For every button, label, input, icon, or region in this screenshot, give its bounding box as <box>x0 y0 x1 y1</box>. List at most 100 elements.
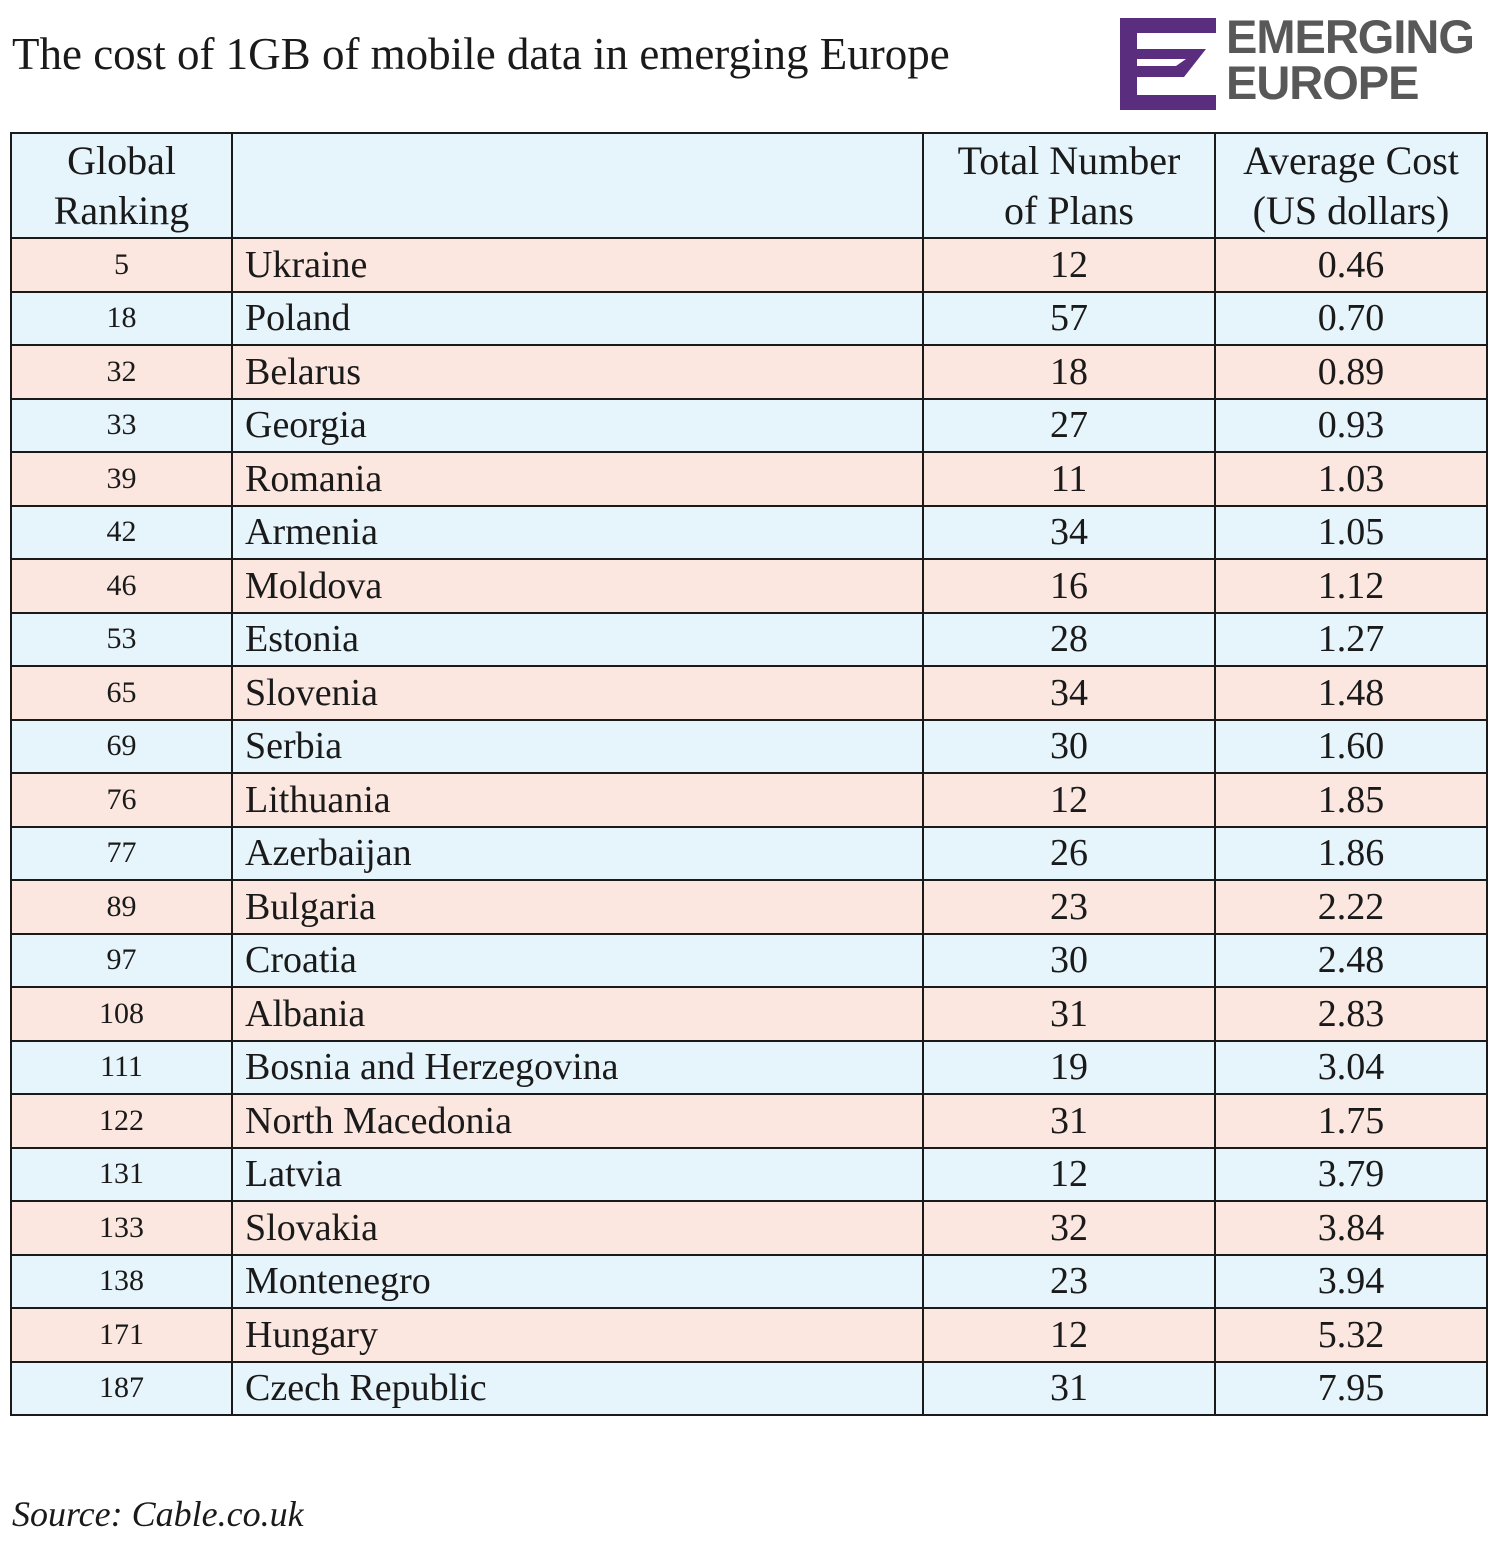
table-row: 18 Poland 57 0.70 <box>10 290 1488 346</box>
country-cell: Slovakia <box>231 1200 924 1256</box>
table-body: 5 Ukraine 12 0.46 18 Poland 57 0.70 32 Belarus 18 0… <box>10 237 1488 1416</box>
cost-cell: 1.48 <box>1214 665 1488 721</box>
table-row: 108 Albania 31 2.83 <box>10 986 1488 1042</box>
cost-cell: 3.94 <box>1214 1253 1488 1309</box>
table-header-row: Global Ranking Total Number of Plans Ave… <box>10 132 1488 239</box>
source-note: Source: Cable.co.uk <box>12 1494 304 1534</box>
rank-cell: 32 <box>10 344 233 400</box>
page-title: The cost of 1GB of mobile data in emergi… <box>12 29 950 79</box>
table-row: 46 Moldova 16 1.12 <box>10 558 1488 614</box>
rank-cell: 133 <box>10 1200 233 1256</box>
plans-cell: 28 <box>922 611 1216 667</box>
rank-cell: 69 <box>10 718 233 774</box>
plans-cell: 27 <box>922 397 1216 453</box>
table-row: 89 Bulgaria 23 2.22 <box>10 879 1488 935</box>
cost-cell: 1.03 <box>1214 451 1488 507</box>
rank-cell: 111 <box>10 1039 233 1095</box>
header-text-line: Ranking <box>53 187 190 233</box>
logo-text-line-1: EMERGING <box>1226 10 1475 63</box>
table-row: 53 Estonia 28 1.27 <box>10 611 1488 667</box>
logo-text-line-2: EUROPE <box>1226 56 1419 109</box>
table-row: 5 Ukraine 12 0.46 <box>10 237 1488 293</box>
rank-cell: 39 <box>10 451 233 507</box>
country-cell: Slovenia <box>231 665 924 721</box>
header-text-line: of Plans <box>1004 187 1134 233</box>
cost-cell: 3.04 <box>1214 1039 1488 1095</box>
cost-cell: 7.95 <box>1214 1360 1488 1416</box>
country-cell: Latvia <box>231 1146 924 1202</box>
country-cell: Ukraine <box>231 237 924 293</box>
plans-cell: 11 <box>922 451 1216 507</box>
header-global-ranking: Global Ranking <box>10 132 233 239</box>
header-text-line: Total Number <box>957 137 1181 183</box>
header-text-line: Global <box>67 137 176 183</box>
cost-cell: 0.93 <box>1214 397 1488 453</box>
plans-cell: 26 <box>922 825 1216 881</box>
plans-cell: 34 <box>922 504 1216 560</box>
plans-cell: 31 <box>922 1360 1216 1416</box>
table-row: 77 Azerbaijan 26 1.86 <box>10 825 1488 881</box>
rank-cell: 97 <box>10 932 233 988</box>
cost-cell: 1.05 <box>1214 504 1488 560</box>
country-cell: Montenegro <box>231 1253 924 1309</box>
rank-cell: 89 <box>10 879 233 935</box>
rank-cell: 46 <box>10 558 233 614</box>
rank-cell: 138 <box>10 1253 233 1309</box>
header-average-cost: Average Cost (US dollars) <box>1214 132 1488 239</box>
rank-cell: 5 <box>10 237 233 293</box>
emerging-europe-logo: EMERGING EUROPE <box>1120 10 1490 110</box>
table-row: 97 Croatia 30 2.48 <box>10 932 1488 988</box>
country-cell: Bulgaria <box>231 879 924 935</box>
table-row: 138 Montenegro 23 3.94 <box>10 1253 1488 1309</box>
table-row: 33 Georgia 27 0.93 <box>10 397 1488 453</box>
plans-cell: 57 <box>922 290 1216 346</box>
plans-cell: 23 <box>922 1253 1216 1309</box>
country-cell: Poland <box>231 290 924 346</box>
table-row: 39 Romania 11 1.03 <box>10 451 1488 507</box>
cost-cell: 2.83 <box>1214 986 1488 1042</box>
plans-cell: 16 <box>922 558 1216 614</box>
cost-cell: 0.46 <box>1214 237 1488 293</box>
country-cell: Romania <box>231 451 924 507</box>
data-table: Global Ranking Total Number of Plans Ave… <box>10 132 1488 1416</box>
plans-cell: 12 <box>922 772 1216 828</box>
rank-cell: 18 <box>10 290 233 346</box>
plans-cell: 30 <box>922 932 1216 988</box>
country-cell: Hungary <box>231 1307 924 1363</box>
rank-cell: 77 <box>10 825 233 881</box>
country-cell: Albania <box>231 986 924 1042</box>
country-cell: Armenia <box>231 504 924 560</box>
table-row: 65 Slovenia 34 1.48 <box>10 665 1488 721</box>
rank-cell: 76 <box>10 772 233 828</box>
cost-cell: 3.84 <box>1214 1200 1488 1256</box>
plans-cell: 12 <box>922 1146 1216 1202</box>
cost-cell: 1.60 <box>1214 718 1488 774</box>
country-cell: Croatia <box>231 932 924 988</box>
country-cell: Serbia <box>231 718 924 774</box>
data-table-container: Global Ranking Total Number of Plans Ave… <box>10 132 1488 1416</box>
emerging-europe-logo-icon <box>1120 18 1216 110</box>
cost-cell: 1.85 <box>1214 772 1488 828</box>
header-country <box>231 132 924 239</box>
plans-cell: 18 <box>922 344 1216 400</box>
table-row: 133 Slovakia 32 3.84 <box>10 1200 1488 1256</box>
header-total-plans: Total Number of Plans <box>922 132 1216 239</box>
rank-cell: 187 <box>10 1360 233 1416</box>
plans-cell: 32 <box>922 1200 1216 1256</box>
plans-cell: 12 <box>922 237 1216 293</box>
rank-cell: 122 <box>10 1093 233 1149</box>
header-text-line: Average Cost <box>1243 137 1459 183</box>
table-row: 32 Belarus 18 0.89 <box>10 344 1488 400</box>
cost-cell: 0.70 <box>1214 290 1488 346</box>
country-cell: Estonia <box>231 611 924 667</box>
table-row: 122 North Macedonia 31 1.75 <box>10 1093 1488 1149</box>
plans-cell: 19 <box>922 1039 1216 1095</box>
cost-cell: 1.86 <box>1214 825 1488 881</box>
table-row: 131 Latvia 12 3.79 <box>10 1146 1488 1202</box>
rank-cell: 42 <box>10 504 233 560</box>
country-cell: Belarus <box>231 344 924 400</box>
cost-cell: 1.12 <box>1214 558 1488 614</box>
country-cell: Czech Republic <box>231 1360 924 1416</box>
cost-cell: 2.48 <box>1214 932 1488 988</box>
cost-cell: 0.89 <box>1214 344 1488 400</box>
